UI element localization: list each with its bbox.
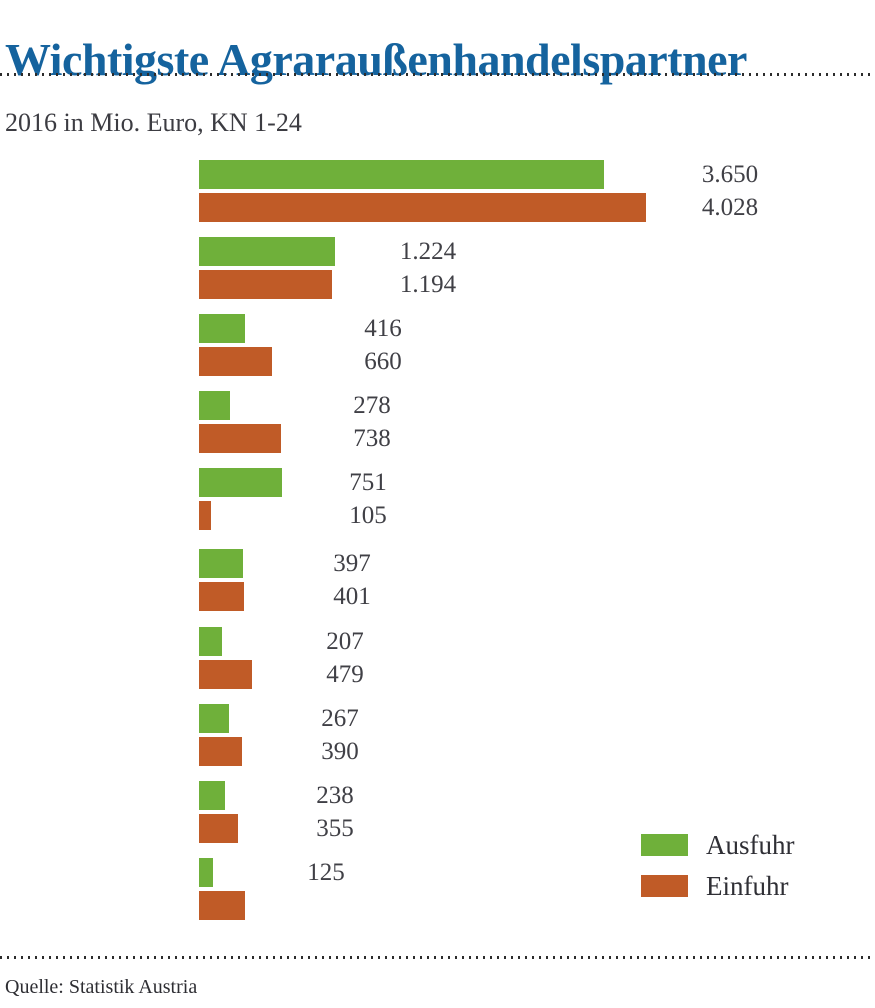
value-label-einfuhr: 738 xyxy=(353,425,391,452)
value-label-ausfuhr: 3.650 xyxy=(701,161,759,188)
value-label-einfuhr: 105 xyxy=(349,502,387,529)
value-label-einfuhr: 390 xyxy=(321,738,359,765)
chart-subtitle: 2016 in Mio. Euro, KN 1-24 xyxy=(5,108,302,137)
value-label-ausfuhr: 397 xyxy=(333,550,371,577)
legend-item-ausfuhr: Ausfuhr xyxy=(641,830,795,860)
legend-swatch-ausfuhr xyxy=(641,834,688,856)
page-title: Wichtigste Agraraußenhandelspartner xyxy=(5,33,747,85)
bar-ausfuhr xyxy=(199,627,222,656)
bar-ausfuhr xyxy=(199,704,229,733)
bar-ausfuhr xyxy=(199,237,335,266)
value-label-einfuhr: 479 xyxy=(326,661,364,688)
bar-einfuhr xyxy=(199,582,244,611)
value-label-einfuhr: 401 xyxy=(333,583,371,610)
bar-einfuhr xyxy=(199,737,242,766)
legend: Ausfuhr Einfuhr xyxy=(641,830,795,901)
value-label-ausfuhr: 207 xyxy=(326,628,364,655)
bar-ausfuhr xyxy=(199,468,282,497)
divider-top xyxy=(0,73,875,76)
legend-label-einfuhr: Einfuhr xyxy=(706,870,789,901)
legend-label-ausfuhr: Ausfuhr xyxy=(706,829,795,860)
bar-einfuhr xyxy=(199,891,245,920)
divider-bottom xyxy=(0,956,875,959)
value-label-ausfuhr: 278 xyxy=(353,392,391,419)
bar-ausfuhr xyxy=(199,391,230,420)
legend-swatch-einfuhr xyxy=(641,875,688,897)
value-label-ausfuhr: 416 xyxy=(364,315,402,342)
bar-einfuhr xyxy=(199,424,281,453)
value-label-ausfuhr: 1.224 xyxy=(399,238,457,265)
source-note: Quelle: Statistik Austria xyxy=(5,976,198,998)
bar-ausfuhr xyxy=(199,160,604,189)
bar-ausfuhr xyxy=(199,858,213,887)
bar-einfuhr xyxy=(199,193,646,222)
bar-einfuhr xyxy=(199,660,252,689)
bar-einfuhr xyxy=(199,501,211,530)
value-label-ausfuhr: 238 xyxy=(316,782,354,809)
value-label-ausfuhr: 125 xyxy=(307,859,345,886)
value-label-einfuhr: 660 xyxy=(364,348,402,375)
legend-item-einfuhr: Einfuhr xyxy=(641,871,795,901)
bar-ausfuhr xyxy=(199,781,225,810)
bar-einfuhr xyxy=(199,270,332,299)
bar-ausfuhr xyxy=(199,549,243,578)
value-label-ausfuhr: 751 xyxy=(349,469,387,496)
bar-einfuhr xyxy=(199,347,272,376)
bar-ausfuhr xyxy=(199,314,245,343)
value-label-ausfuhr: 267 xyxy=(321,705,359,732)
value-label-einfuhr: 355 xyxy=(316,815,354,842)
value-label-einfuhr: 1.194 xyxy=(399,271,457,298)
value-label-einfuhr: 4.028 xyxy=(701,194,759,221)
bar-einfuhr xyxy=(199,814,238,843)
